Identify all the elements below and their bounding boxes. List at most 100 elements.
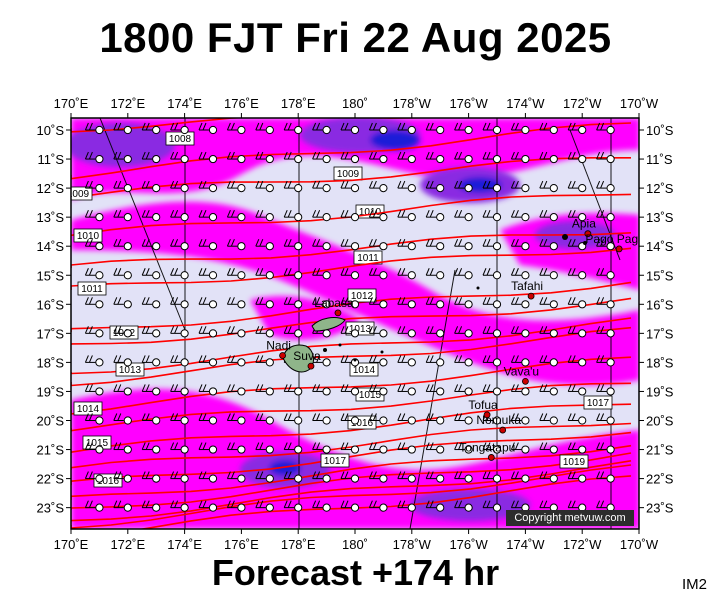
isobar-line bbox=[71, 403, 632, 454]
isobar-label: 1011 bbox=[357, 253, 379, 264]
wind-barb bbox=[510, 209, 530, 222]
wind-barb bbox=[198, 151, 218, 164]
wind-barb bbox=[255, 384, 274, 396]
wind-barb bbox=[255, 297, 274, 309]
wind-barb bbox=[539, 209, 558, 222]
lat-label-left: 16˚S bbox=[37, 297, 65, 312]
wind-barb bbox=[340, 326, 360, 338]
wind-barb bbox=[198, 326, 218, 338]
wind-barb bbox=[141, 471, 161, 483]
wind-barb bbox=[397, 500, 416, 512]
isobar-line bbox=[71, 460, 632, 522]
wind-barb bbox=[596, 384, 615, 396]
wind-barb bbox=[113, 355, 132, 367]
wind-barb bbox=[113, 297, 132, 309]
wind-barb bbox=[596, 209, 615, 222]
wind-barb bbox=[510, 297, 530, 309]
wind-barb bbox=[283, 326, 303, 338]
wind-barb bbox=[510, 122, 530, 135]
wind-barb bbox=[539, 268, 558, 280]
wind-barb bbox=[340, 471, 360, 483]
wind-barb bbox=[170, 413, 189, 425]
wind-barb bbox=[539, 355, 558, 367]
place-label: Nadi bbox=[266, 338, 291, 352]
wind-barb bbox=[141, 500, 161, 512]
wind-barb bbox=[567, 122, 587, 135]
wind-barb bbox=[226, 500, 246, 512]
place-marker: Tafahi bbox=[511, 279, 543, 300]
wind-barb bbox=[510, 355, 530, 367]
wind-barb bbox=[340, 500, 360, 512]
wind-barb bbox=[113, 413, 132, 425]
place-marker: Apia bbox=[572, 217, 596, 238]
image-code: IM2 bbox=[681, 576, 707, 593]
isobar-label: 1015 bbox=[86, 438, 109, 449]
place-dot bbox=[279, 352, 286, 359]
lat-label-left: 14˚S bbox=[37, 239, 65, 254]
wind-barb bbox=[368, 209, 388, 222]
wind-barb bbox=[510, 471, 530, 483]
isobar-label: 1014 bbox=[77, 404, 100, 415]
lat-label-right: 18˚S bbox=[646, 355, 674, 370]
wind-barb bbox=[482, 500, 502, 512]
wind-barb bbox=[539, 413, 558, 425]
boundary-line bbox=[99, 118, 186, 331]
wind-barb bbox=[340, 239, 360, 251]
wind-barb bbox=[340, 151, 360, 164]
wind-barb bbox=[510, 239, 530, 251]
wind-barb bbox=[312, 500, 331, 512]
wind-barb bbox=[255, 326, 274, 338]
wind-barb bbox=[141, 180, 161, 193]
wind-barb bbox=[454, 297, 473, 309]
isobar-label: 1011 bbox=[81, 284, 103, 295]
wind-barb bbox=[113, 471, 132, 483]
wind-barb bbox=[596, 239, 615, 251]
wind-barb bbox=[84, 384, 104, 396]
wind-barb bbox=[397, 239, 416, 251]
wind-barb bbox=[255, 180, 274, 193]
isobar-label-box bbox=[349, 362, 379, 377]
wind-barb bbox=[255, 122, 274, 135]
rain-core-heavy bbox=[370, 130, 420, 150]
wind-barb bbox=[312, 355, 331, 367]
wind-barb bbox=[255, 471, 274, 483]
wind-barb bbox=[340, 413, 360, 425]
wind-barb bbox=[454, 239, 473, 251]
lat-label-left: 10˚S bbox=[37, 123, 65, 138]
lon-label-bottom: 178˚E bbox=[281, 537, 316, 552]
place-label: Pago Pago bbox=[585, 232, 645, 246]
wind-barb bbox=[170, 151, 189, 164]
wind-barb bbox=[454, 151, 473, 164]
wind-barb bbox=[113, 151, 132, 164]
lon-label-bottom: 172˚E bbox=[110, 537, 145, 552]
islet bbox=[476, 286, 480, 290]
wind-barb bbox=[482, 384, 502, 396]
lat-label-right: 20˚S bbox=[646, 414, 674, 429]
isobar-label-box bbox=[77, 281, 107, 296]
place-marker: Tongatapu bbox=[459, 440, 515, 461]
place-marker: Nadi bbox=[266, 338, 291, 359]
wind-barb bbox=[198, 500, 218, 512]
rain-core-heavy bbox=[269, 460, 301, 476]
isobar-label: 1019 bbox=[563, 457, 586, 468]
wind-barb bbox=[596, 122, 615, 135]
wind-barb bbox=[397, 442, 416, 454]
lon-label-bottom: 176˚W bbox=[449, 537, 488, 552]
wind-barb bbox=[510, 180, 530, 193]
wind-barb bbox=[198, 471, 218, 483]
wind-barb bbox=[84, 413, 104, 425]
wind-barb bbox=[596, 326, 615, 338]
wind-barb bbox=[397, 122, 416, 135]
wind-barb bbox=[84, 442, 104, 454]
wind-barb bbox=[368, 355, 388, 367]
place-dot bbox=[499, 426, 507, 434]
wind-barb bbox=[482, 297, 502, 309]
wind-barb bbox=[113, 500, 132, 512]
isobar-label-box bbox=[73, 228, 103, 243]
wind-barb bbox=[170, 500, 189, 512]
wind-barb bbox=[113, 122, 132, 135]
wind-barb bbox=[226, 180, 246, 193]
wind-barb bbox=[312, 122, 331, 135]
isobar-label: 1013 bbox=[119, 365, 142, 376]
